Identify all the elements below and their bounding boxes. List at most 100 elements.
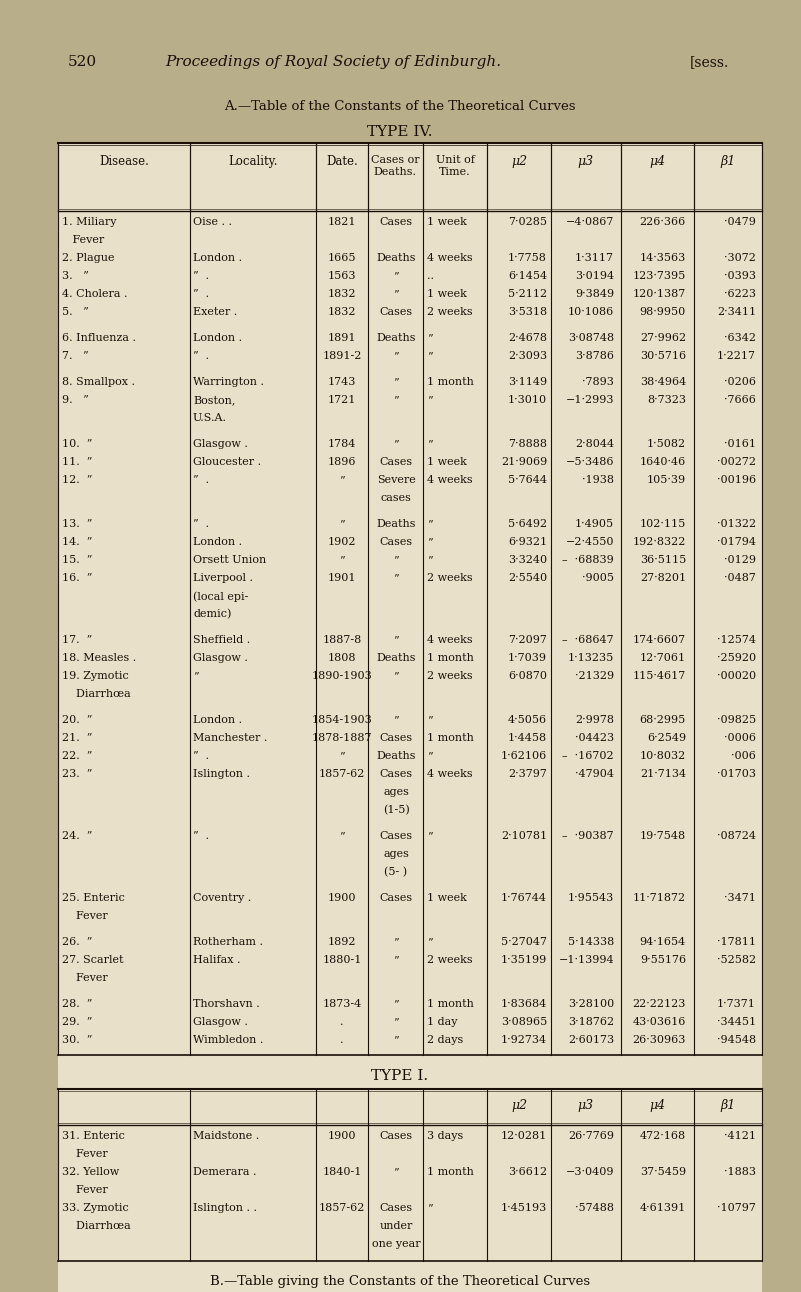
Text: Demerara .: Demerara . xyxy=(193,1167,256,1177)
Text: 1880-1: 1880-1 xyxy=(322,955,362,965)
Text: London .: London . xyxy=(193,253,242,264)
Text: ·00196: ·00196 xyxy=(717,475,756,484)
Text: 1840-1: 1840-1 xyxy=(322,1167,362,1177)
Text: 2 weeks: 2 weeks xyxy=(427,307,473,317)
Text: 7·2097: 7·2097 xyxy=(508,634,547,645)
Text: 8. Smallpox .: 8. Smallpox . xyxy=(62,377,135,388)
Text: .: . xyxy=(340,1017,344,1027)
Text: 24.  ”: 24. ” xyxy=(62,831,92,841)
Text: Cases: Cases xyxy=(380,893,413,903)
Text: ”: ” xyxy=(427,537,433,547)
Text: 2 weeks: 2 weeks xyxy=(427,671,473,681)
Text: 226·366: 226·366 xyxy=(640,217,686,227)
Text: 115·4617: 115·4617 xyxy=(633,671,686,681)
Text: Fever: Fever xyxy=(62,911,108,921)
Text: 6·1454: 6·1454 xyxy=(508,271,547,280)
Text: 38·4964: 38·4964 xyxy=(640,377,686,388)
Text: ”: ” xyxy=(427,556,433,565)
Text: 1·3010: 1·3010 xyxy=(508,395,547,404)
Text: –  ·16702: – ·16702 xyxy=(562,751,614,761)
Text: Warrington .: Warrington . xyxy=(193,377,264,388)
Text: ”: ” xyxy=(427,333,433,342)
Text: 4 weeks: 4 weeks xyxy=(427,634,473,645)
Text: 1900: 1900 xyxy=(328,893,356,903)
Text: 123·7395: 123·7395 xyxy=(633,271,686,280)
Text: 1890-1903: 1890-1903 xyxy=(312,671,372,681)
Text: 3·1149: 3·1149 xyxy=(508,377,547,388)
Text: Glasgow .: Glasgow . xyxy=(193,1017,248,1027)
Text: 3·08965: 3·08965 xyxy=(501,1017,547,1027)
Text: ·0206: ·0206 xyxy=(724,377,756,388)
Text: ·10797: ·10797 xyxy=(717,1203,756,1213)
Text: B.—Table giving the Constants of the Theoretical Curves: B.—Table giving the Constants of the The… xyxy=(210,1275,590,1288)
Text: ·0393: ·0393 xyxy=(724,271,756,280)
Text: 1892: 1892 xyxy=(328,937,356,947)
Text: ·006: ·006 xyxy=(731,751,756,761)
Text: 5·27047: 5·27047 xyxy=(501,937,547,947)
Text: ”: ” xyxy=(339,519,344,528)
Text: Boston,: Boston, xyxy=(193,395,235,404)
Text: Cases: Cases xyxy=(380,217,413,227)
Text: 15.  ”: 15. ” xyxy=(62,556,92,565)
Text: 3·8786: 3·8786 xyxy=(575,351,614,360)
Text: ”: ” xyxy=(393,671,399,681)
Text: 19·7548: 19·7548 xyxy=(640,831,686,841)
Text: ·1883: ·1883 xyxy=(724,1167,756,1177)
Text: 3·0194: 3·0194 xyxy=(575,271,614,280)
Text: μ3: μ3 xyxy=(578,1099,594,1112)
Text: Fever: Fever xyxy=(62,973,108,983)
Text: Exeter .: Exeter . xyxy=(193,307,237,317)
Text: ·0161: ·0161 xyxy=(724,439,756,450)
Text: ”  .: ” . xyxy=(193,475,209,484)
Text: 3·18762: 3·18762 xyxy=(568,1017,614,1027)
Text: ”: ” xyxy=(427,751,433,761)
Text: 102·115: 102·115 xyxy=(640,519,686,528)
Text: β1: β1 xyxy=(720,155,735,168)
Text: 3.   ”: 3. ” xyxy=(62,271,89,280)
Text: 1·3117: 1·3117 xyxy=(575,253,614,264)
Text: 1 week: 1 week xyxy=(427,457,467,466)
Text: Date.: Date. xyxy=(326,155,358,168)
Text: ”: ” xyxy=(427,831,433,841)
Text: ”: ” xyxy=(427,439,433,450)
Text: U.S.A.: U.S.A. xyxy=(193,413,227,422)
Text: 1·92734: 1·92734 xyxy=(501,1035,547,1045)
Text: 10.  ”: 10. ” xyxy=(62,439,92,450)
Text: 33. Zymotic: 33. Zymotic xyxy=(62,1203,129,1213)
Text: −3·0409: −3·0409 xyxy=(566,1167,614,1177)
Text: ”: ” xyxy=(393,377,399,388)
Text: 1640·46: 1640·46 xyxy=(640,457,686,466)
Text: 1 month: 1 month xyxy=(427,999,474,1009)
Text: 1873-4: 1873-4 xyxy=(322,999,361,1009)
Text: 11.  ”: 11. ” xyxy=(62,457,92,466)
Text: 2·5540: 2·5540 xyxy=(508,572,547,583)
Text: 1·95543: 1·95543 xyxy=(568,893,614,903)
Text: 1 week: 1 week xyxy=(427,217,467,227)
Text: 2·3411: 2·3411 xyxy=(717,307,756,317)
Text: Rotherham .: Rotherham . xyxy=(193,937,263,947)
Text: ·6342: ·6342 xyxy=(724,333,756,342)
Text: 6. Influenza .: 6. Influenza . xyxy=(62,333,136,342)
Text: 6·9321: 6·9321 xyxy=(508,537,547,547)
Text: ·9005: ·9005 xyxy=(582,572,614,583)
Text: ·17811: ·17811 xyxy=(717,937,756,947)
Text: ·01794: ·01794 xyxy=(717,537,756,547)
Text: β1: β1 xyxy=(720,1099,735,1112)
Text: Cases or
Deaths.: Cases or Deaths. xyxy=(371,155,419,177)
Text: ·00272: ·00272 xyxy=(717,457,756,466)
Text: 1887-8: 1887-8 xyxy=(322,634,361,645)
Text: 32. Yellow: 32. Yellow xyxy=(62,1167,119,1177)
Text: 1821: 1821 xyxy=(328,217,356,227)
Text: 1784: 1784 xyxy=(328,439,356,450)
Text: 1 day: 1 day xyxy=(427,1017,457,1027)
Text: μ4: μ4 xyxy=(649,155,665,168)
Text: 1891: 1891 xyxy=(328,333,356,342)
Text: 27·9962: 27·9962 xyxy=(640,333,686,342)
Text: Halifax .: Halifax . xyxy=(193,955,240,965)
Text: ”: ” xyxy=(339,831,344,841)
Text: 26·30963: 26·30963 xyxy=(633,1035,686,1045)
Text: 6·0870: 6·0870 xyxy=(508,671,547,681)
Text: 1·13235: 1·13235 xyxy=(568,652,614,663)
Text: 1857-62: 1857-62 xyxy=(319,769,365,779)
Text: 22.  ”: 22. ” xyxy=(62,751,92,761)
